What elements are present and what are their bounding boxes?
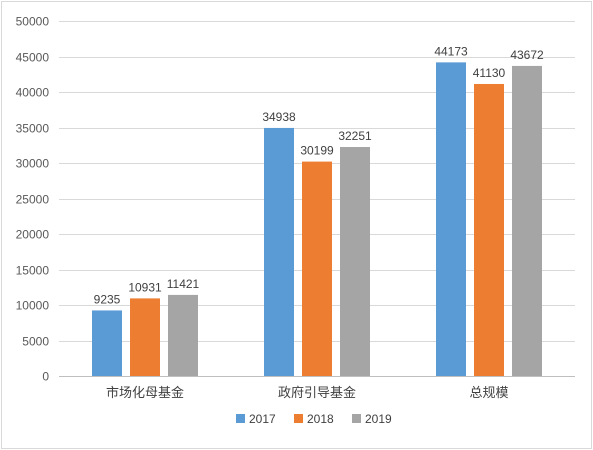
data-label: 44173 [434, 44, 468, 58]
data-label: 30199 [300, 144, 334, 158]
legend-swatch-2017 [236, 414, 245, 423]
data-label: 41130 [473, 66, 506, 80]
y-tick-label: 40000 [16, 86, 50, 100]
legend-swatch-2019 [352, 414, 361, 423]
bar-2018 [474, 83, 504, 377]
data-label: 9235 [94, 292, 121, 306]
legend-label: 2017 [249, 412, 276, 426]
bar-2019 [340, 147, 370, 376]
bar-2018 [130, 298, 160, 376]
data-label: 11421 [167, 277, 200, 291]
y-tick-label: 30000 [16, 157, 50, 171]
y-tick-label: 20000 [16, 228, 50, 242]
data-label: 43672 [510, 48, 544, 62]
legend-label: 2018 [307, 412, 334, 426]
legend-label: 2019 [365, 412, 392, 426]
bar-2019 [168, 294, 198, 376]
y-tick-label: 45000 [16, 51, 50, 65]
bar-2017 [92, 310, 122, 376]
bar-2017 [264, 127, 294, 376]
x-category-label: 政府引导基金 [278, 385, 356, 401]
legend-swatch-2018 [294, 414, 303, 423]
y-tick-label: 25000 [16, 193, 50, 207]
y-tick-label: 10000 [16, 299, 50, 313]
x-category-label: 市场化母基金 [106, 385, 184, 401]
x-category-label: 总规模 [469, 386, 508, 401]
bar-2019 [512, 65, 542, 376]
data-label: 34938 [262, 110, 296, 124]
y-tick-label: 50000 [16, 15, 50, 29]
y-tick-label: 15000 [16, 264, 50, 278]
data-label: 10931 [128, 280, 162, 294]
y-tick-label: 35000 [16, 122, 50, 136]
bar-2017 [436, 62, 466, 376]
data-label: 32251 [338, 129, 372, 143]
y-tick-label: 5000 [22, 335, 49, 349]
y-tick-label: 0 [42, 370, 49, 384]
bar-2018 [302, 161, 332, 376]
